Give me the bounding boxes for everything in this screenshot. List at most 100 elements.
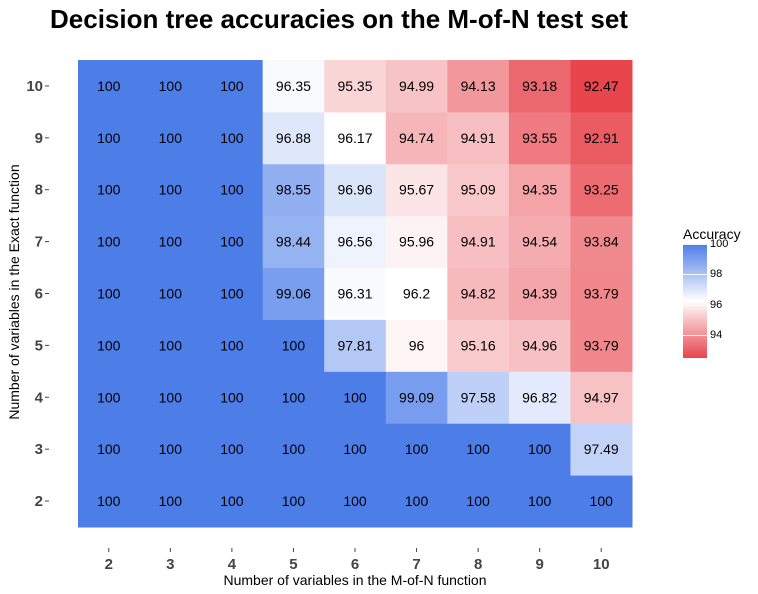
cell-value-label: 100 bbox=[220, 130, 244, 146]
heatmap-cell bbox=[201, 163, 264, 217]
cell-value-label: 95.09 bbox=[461, 182, 496, 198]
cell-value-label: 96.17 bbox=[337, 130, 372, 146]
heatmap-cell bbox=[78, 163, 141, 217]
heatmap-cell bbox=[324, 163, 387, 217]
heatmap-cell bbox=[570, 267, 633, 320]
heatmap-cell bbox=[262, 319, 325, 372]
heatmap-cell bbox=[201, 423, 264, 476]
heatmap-cell bbox=[385, 423, 448, 476]
cell-value-label: 100 bbox=[590, 493, 614, 509]
cell-value-label: 99.09 bbox=[399, 389, 434, 405]
cell-value-label: 100 bbox=[220, 182, 244, 198]
heatmap-cell bbox=[508, 111, 571, 165]
heatmap-cell bbox=[570, 215, 633, 269]
x-tick-label: 8 bbox=[474, 556, 482, 573]
heatmap-cell bbox=[78, 267, 141, 320]
heatmap-cell bbox=[385, 267, 448, 320]
heatmap-cell bbox=[508, 163, 571, 217]
cell-value-label: 94.39 bbox=[522, 286, 557, 302]
cell-value-label: 94.35 bbox=[522, 182, 557, 198]
cell-value-label: 94.91 bbox=[461, 234, 496, 250]
y-tick-label: 5 bbox=[35, 337, 43, 354]
cell-value-label: 100 bbox=[405, 441, 429, 457]
heatmap-cell bbox=[262, 215, 325, 269]
heatmap-cell bbox=[262, 475, 325, 528]
y-tick-label: 4 bbox=[35, 389, 44, 406]
heatmap-cell bbox=[78, 475, 141, 528]
legend-tick-mark bbox=[683, 274, 707, 276]
cell-value-label: 94.99 bbox=[399, 78, 434, 94]
cell-value-label: 100 bbox=[220, 389, 244, 405]
heatmap-cell bbox=[78, 60, 141, 113]
heatmap-cell bbox=[78, 371, 141, 424]
cell-value-label: 100 bbox=[97, 130, 121, 146]
heatmap-cell bbox=[570, 163, 633, 217]
heatmap-cell bbox=[139, 423, 202, 476]
heatmap-cell bbox=[324, 111, 387, 165]
cell-value-label: 93.84 bbox=[584, 234, 619, 250]
legend-tick-label: 94 bbox=[710, 328, 723, 341]
heatmap-cell bbox=[262, 267, 325, 320]
y-tick-label: 3 bbox=[35, 441, 43, 458]
cell-value-label: 96.31 bbox=[337, 286, 372, 302]
heatmap-cell bbox=[201, 475, 264, 528]
heatmap-cell bbox=[447, 267, 510, 320]
heatmap-cell bbox=[78, 423, 141, 476]
cell-value-label: 96.96 bbox=[337, 182, 372, 198]
cell-value-label: 100 bbox=[466, 493, 490, 509]
heatmap-cell bbox=[139, 371, 202, 424]
heatmap-cell bbox=[385, 319, 448, 372]
heatmap-cell bbox=[447, 163, 510, 217]
heatmap-cell bbox=[570, 111, 633, 165]
heatmap-cell bbox=[324, 423, 387, 476]
cell-value-label: 100 bbox=[220, 286, 244, 302]
heatmap-cell bbox=[385, 60, 448, 113]
heatmap-cell bbox=[324, 319, 387, 372]
cell-value-label: 93.55 bbox=[522, 130, 557, 146]
heatmap-cell bbox=[201, 319, 264, 372]
cell-value-label: 96.82 bbox=[522, 389, 557, 405]
cell-value-label: 100 bbox=[282, 441, 306, 457]
y-axis-ticks: 2 3 4 5 6 7 8 9 10 bbox=[26, 78, 49, 510]
heatmap-cell bbox=[447, 60, 510, 113]
x-tick-label: 3 bbox=[166, 556, 174, 573]
x-tick-label: 5 bbox=[289, 556, 297, 573]
cell-value-label: 94.54 bbox=[522, 234, 557, 250]
cell-value-label: 100 bbox=[97, 182, 121, 198]
x-tick-label: 7 bbox=[412, 556, 420, 573]
heatmap-cell bbox=[201, 267, 264, 320]
heatmap-cell bbox=[447, 423, 510, 476]
cell-value-label: 96 bbox=[409, 337, 425, 353]
cell-value-label: 98.44 bbox=[276, 234, 311, 250]
heatmap-cell bbox=[324, 60, 387, 113]
cell-value-label: 97.81 bbox=[337, 337, 372, 353]
cell-value-label: 100 bbox=[466, 441, 490, 457]
heatmap-cell bbox=[508, 60, 571, 113]
legend-color-bar bbox=[683, 244, 707, 358]
cell-value-label: 100 bbox=[220, 441, 244, 457]
x-tick-label: 4 bbox=[228, 556, 237, 573]
legend-title: Accuracy bbox=[683, 226, 741, 242]
cell-value-label: 100 bbox=[159, 337, 183, 353]
legend: Accuracy 100 98 96 94 bbox=[683, 226, 741, 358]
cell-value-label: 95.16 bbox=[461, 337, 496, 353]
heatmap-cell bbox=[139, 319, 202, 372]
heatmap-cell bbox=[262, 371, 325, 424]
x-tick-label: 6 bbox=[351, 556, 359, 573]
cell-value-label: 100 bbox=[405, 493, 429, 509]
cell-value-label: 94.82 bbox=[461, 286, 496, 302]
cell-value-label: 100 bbox=[97, 389, 121, 405]
heatmap-cell bbox=[385, 215, 448, 269]
heatmap-cell bbox=[201, 60, 264, 113]
legend-tick-label: 100 bbox=[710, 238, 729, 250]
cell-value-label: 93.25 bbox=[584, 182, 619, 198]
cell-value-label: 100 bbox=[343, 441, 367, 457]
cell-value-label: 100 bbox=[220, 493, 244, 509]
chart-title: Decision tree accuracies on the M-of-N t… bbox=[50, 4, 628, 34]
heatmap-cell bbox=[570, 60, 633, 113]
cell-value-label: 100 bbox=[343, 389, 367, 405]
legend-tick-mark bbox=[683, 334, 707, 336]
cell-value-label: 98.55 bbox=[276, 182, 311, 198]
y-tick-label: 7 bbox=[35, 234, 43, 251]
cell-value-label: 100 bbox=[97, 441, 121, 457]
